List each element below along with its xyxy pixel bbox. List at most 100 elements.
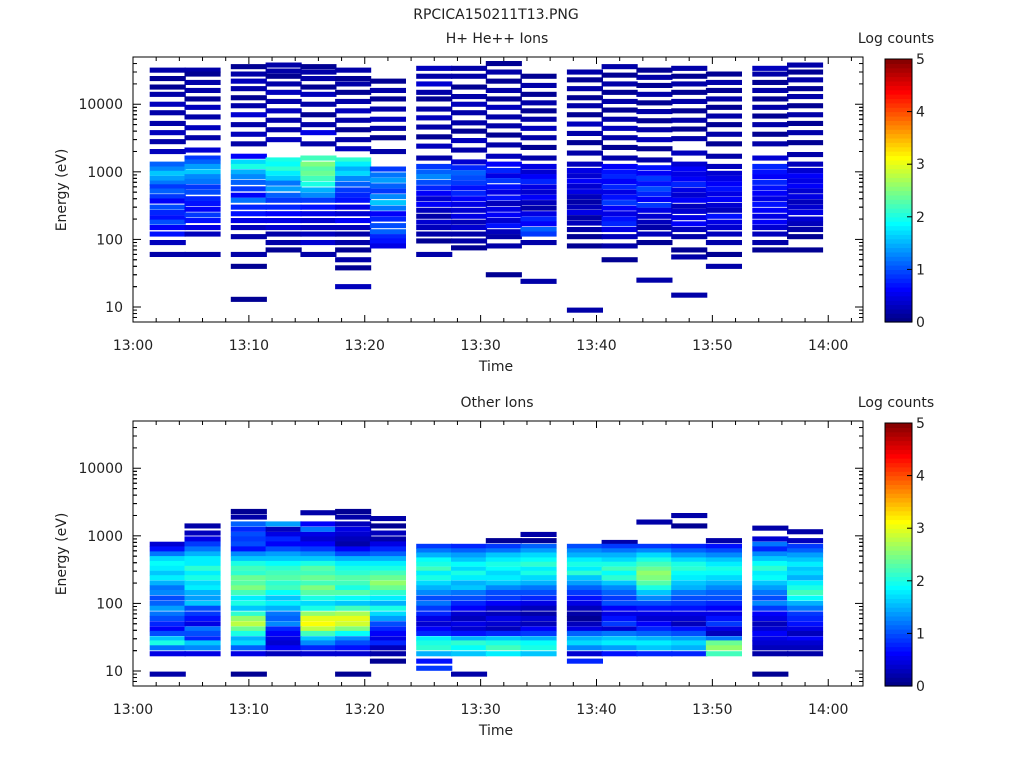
spectrogram-cell [636, 109, 673, 115]
spectrogram-cell [230, 611, 267, 617]
spectrogram-cell [451, 231, 488, 237]
spectrogram-cell [752, 595, 789, 601]
colorbar-segment [885, 615, 912, 621]
spectrogram-cell [265, 161, 302, 167]
spectrogram-cell [265, 166, 302, 172]
spectrogram-cell [300, 590, 337, 596]
spectrogram-cell [149, 640, 186, 646]
spectrogram-cell [265, 621, 302, 627]
spectrogram-cell [149, 231, 186, 237]
y-tick-label: 100 [96, 596, 123, 612]
spectrogram-cell [230, 551, 267, 557]
spectrogram-cell [335, 521, 372, 527]
spectrogram-cell [636, 636, 673, 642]
spectrogram-cell [520, 200, 557, 206]
spectrogram-cell [671, 215, 708, 221]
spectrogram-cell [335, 536, 372, 542]
spectrogram-cell [705, 131, 742, 137]
spectrogram-cell [451, 225, 488, 231]
spectrogram-cell [787, 651, 824, 657]
spectrogram-cell [300, 560, 337, 566]
spectrogram-cell [149, 621, 186, 627]
spectrogram-cell [636, 552, 673, 558]
spectrogram-cell [752, 141, 789, 147]
spectrogram-cell [265, 551, 302, 557]
spectrogram-cell [787, 595, 824, 601]
colorbar-segment [885, 247, 912, 253]
spectrogram-cell [335, 590, 372, 596]
spectrogram-cell [520, 636, 557, 642]
spectrogram-cell [671, 605, 708, 611]
spectrogram-cell [752, 213, 789, 219]
spectrogram-cell [451, 561, 488, 567]
spectrogram-cell [184, 536, 221, 542]
colorbar-segment [885, 181, 912, 187]
spectrogram-cell [149, 219, 186, 225]
spectrogram-cell [265, 98, 302, 104]
spectrogram-cell [184, 523, 221, 529]
spectrogram-cell [451, 190, 488, 196]
spectrogram-cell [566, 626, 603, 632]
spectrogram-cell [787, 615, 824, 621]
spectrogram-cell [671, 640, 708, 646]
spectrogram-cell [787, 178, 824, 184]
spectrogram-cell [451, 651, 488, 657]
spectrogram-cell [752, 169, 789, 175]
spectrogram-cell [265, 546, 302, 552]
spectrogram-cell [416, 73, 453, 79]
spectrogram-cell [300, 521, 337, 527]
spectrogram-cell [705, 621, 742, 627]
spectrogram-cell [671, 247, 708, 253]
colorbar-segment [885, 146, 912, 152]
spectrogram-cell [451, 207, 488, 213]
spectrogram-cell [752, 207, 789, 213]
colorbar-segment [885, 120, 912, 126]
spectrogram-cell [787, 77, 824, 83]
spectrogram-cell [705, 141, 742, 147]
spectrogram-cell [335, 89, 372, 95]
colorbar-segment [885, 137, 912, 143]
colorbar-segment [885, 124, 912, 130]
spectrogram-cell [416, 615, 453, 621]
spectrogram-cell [485, 621, 522, 627]
spectrogram-cell [752, 79, 789, 85]
spectrogram-cell [520, 566, 557, 572]
colorbar-segment [885, 256, 912, 262]
spectrogram-cell [369, 243, 406, 249]
spectrogram-cell [300, 251, 337, 257]
spectrogram-cell [416, 163, 453, 169]
spectrogram-cell [485, 651, 522, 657]
y-tick-label: 1000 [87, 529, 123, 545]
spectrogram-cell [451, 626, 488, 632]
spectrogram-cell [520, 615, 557, 621]
spectrogram-cell [369, 605, 406, 611]
spectrogram-cell [230, 141, 267, 147]
spectrogram-cell [636, 651, 673, 657]
spectrogram-cell [671, 595, 708, 601]
spectrogram-cell [752, 551, 789, 557]
spectrogram-cell [184, 626, 221, 632]
spectrogram-cell [566, 77, 603, 83]
spectrogram-cell [671, 197, 708, 203]
spectrogram-cell [265, 89, 302, 95]
spectrogram-cell [184, 147, 221, 153]
spectrogram-cell [485, 585, 522, 591]
colorbar-segment [885, 479, 912, 485]
colorbar-segment [885, 515, 912, 521]
spectrogram-cell [149, 611, 186, 617]
colorbar-segment [885, 572, 912, 578]
colorbar-segment [885, 194, 912, 200]
spectrogram-cell [184, 630, 221, 636]
colorbar: 0 1 2 3 4 5 [884, 416, 925, 695]
colorbar-segment [885, 225, 912, 231]
spectrogram-cell [149, 636, 186, 642]
spectrogram-cell [485, 178, 522, 184]
spectrogram-cell [787, 640, 824, 646]
spectrogram-cell [149, 84, 186, 90]
x-tick-label: 13:30 [460, 702, 500, 718]
spectrogram-cell [520, 626, 557, 632]
spectrogram-cell [416, 190, 453, 196]
spectrogram-cell [369, 658, 406, 664]
spectrogram-cell [566, 640, 603, 646]
